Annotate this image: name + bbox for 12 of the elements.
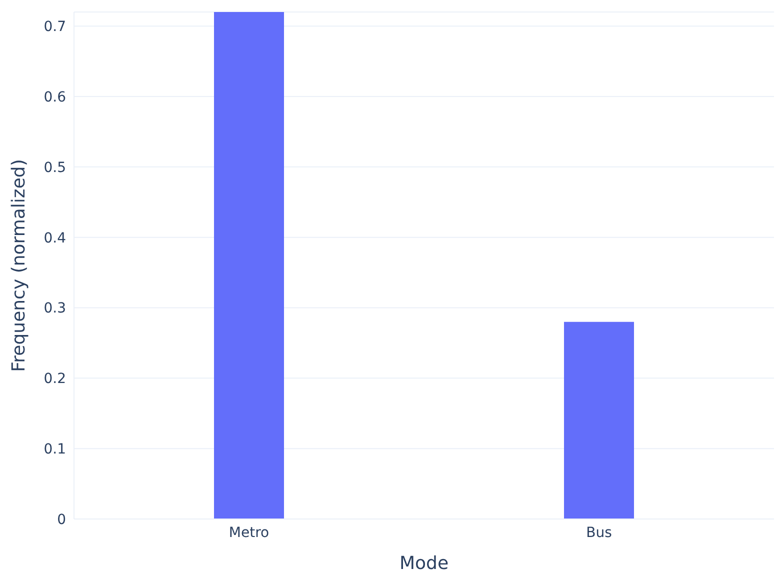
y-tick-label: 0.7	[44, 19, 66, 36]
y-tick-label: 0.6	[44, 89, 66, 106]
y-tick-label: 0	[57, 512, 66, 528]
x-axis-title: Mode	[399, 553, 449, 574]
x-tick-label: Bus	[586, 524, 612, 541]
y-tick-label: 0.3	[44, 300, 66, 317]
y-tick-label: 0.4	[44, 230, 66, 246]
x-tick-label: Metro	[228, 524, 270, 541]
y-axis-title: Frequency (normalized)	[8, 159, 30, 372]
y-tick-label: 0.1	[44, 442, 66, 458]
y-tick-label: 0.2	[44, 371, 66, 388]
y-tick-label: 0.5	[44, 160, 66, 176]
